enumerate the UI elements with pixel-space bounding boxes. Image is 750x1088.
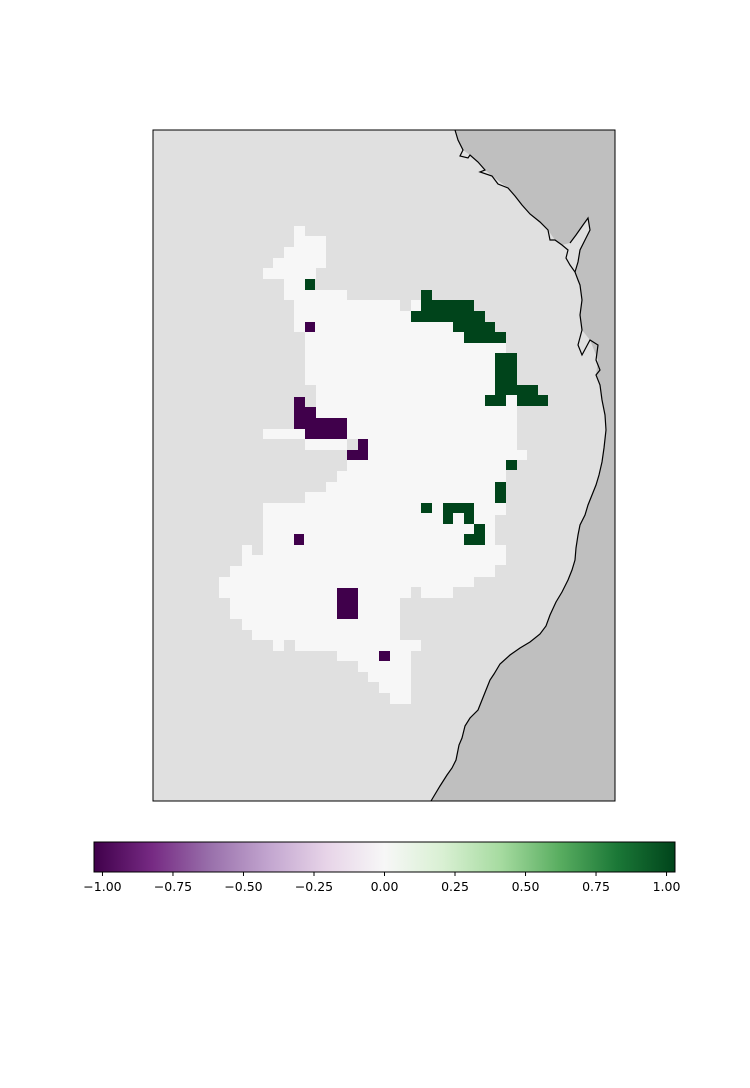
negative-cell (305, 322, 315, 332)
ocean-area (431, 130, 615, 801)
negative-cell (294, 534, 304, 545)
positive-cell-cluster (411, 290, 506, 343)
negative-cell-cluster (294, 397, 347, 439)
negative-cell-cluster (337, 588, 358, 619)
colorbar-gradient (94, 842, 675, 872)
negative-cells (294, 322, 390, 661)
positive-cell-cluster (443, 503, 474, 524)
map-frame (152, 129, 616, 802)
positive-cell (305, 279, 315, 290)
positive-cell-cluster (464, 524, 485, 545)
negative-cell (379, 651, 390, 661)
valid-region (219, 226, 527, 704)
positive-cell (421, 503, 432, 513)
positive-cell (506, 460, 517, 470)
colorbar (93, 841, 676, 876)
positive-cell-cluster (485, 353, 548, 406)
negative-cell-cluster (347, 439, 368, 460)
positive-cell-cluster (495, 482, 506, 503)
colorbar-ticks (101, 872, 668, 876)
coastline-inlet (569, 216, 591, 273)
coastline (430, 129, 607, 802)
positive-cells (305, 279, 548, 545)
map-axes (152, 129, 616, 802)
